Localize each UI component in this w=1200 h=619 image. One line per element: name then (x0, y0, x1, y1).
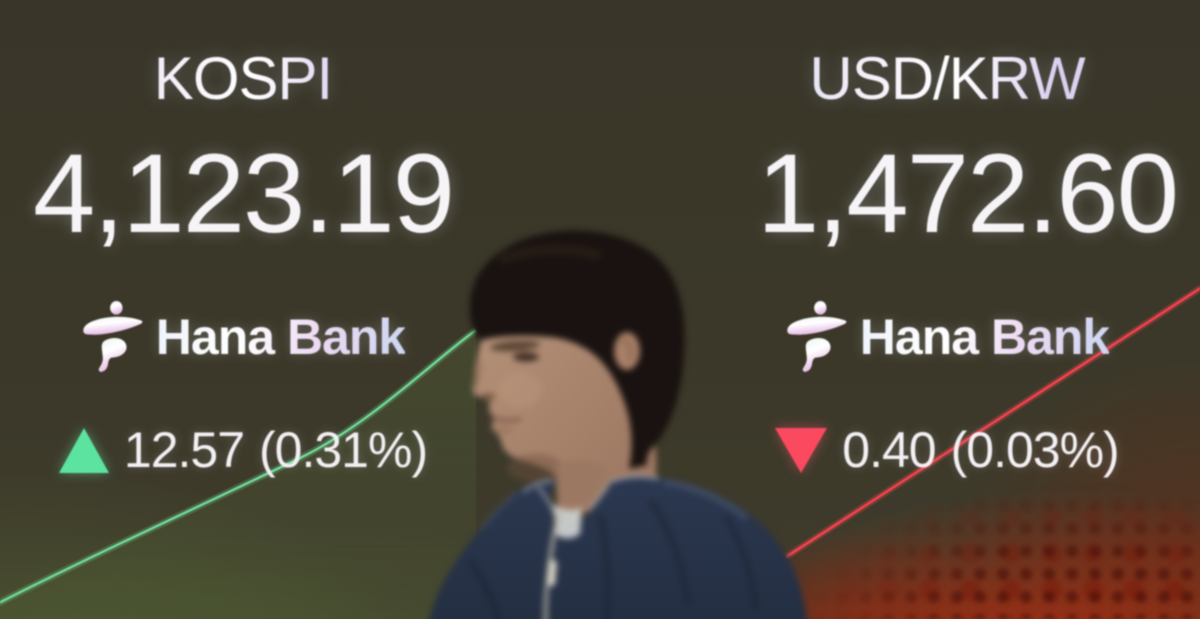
kospi-panel: KOSPI 4,123.19 Hana Bank 12.57 (0.31%) (23, 0, 463, 619)
eyebrow (490, 340, 540, 352)
mouth (490, 415, 522, 423)
kospi-trend-area (0, 330, 476, 619)
usdkrw-value: 1,472.60 (757, 131, 1179, 256)
person-silhouette (429, 230, 808, 619)
jacket (429, 475, 808, 619)
ear (614, 332, 640, 370)
kospi-label: KOSPI (23, 46, 463, 112)
hana-bank-wordmark: Hana Bank (859, 309, 1110, 365)
hair (469, 230, 685, 469)
eye (513, 352, 539, 362)
usdkrw-change: 0.40 (842, 422, 936, 478)
zipper-pull (548, 560, 557, 587)
led-halftone-texture (788, 428, 1200, 619)
usdkrw-change-row: 0.40 (0.03%) (717, 418, 1177, 482)
kospi-value: 4,123.19 (33, 131, 455, 256)
kospi-change-pct: (0.31%) (259, 422, 428, 478)
up-triangle-icon (58, 427, 109, 473)
neck (556, 460, 608, 505)
kospi-change: 12.57 (123, 422, 245, 478)
hana-bank-brand: Hana Bank (717, 297, 1177, 377)
usdkrw-label: USD/KRW (717, 46, 1177, 112)
down-triangle-icon (775, 427, 828, 473)
nose (473, 361, 484, 389)
usdkrw-panel: USD/KRW 1,472.60 Hana Bank 0.40 (0.03% (728, 0, 1188, 619)
shirt (553, 504, 582, 539)
hana-bank-logo-icon (83, 301, 143, 372)
usdkrw-change-pct: (0.03%) (950, 422, 1120, 478)
hana-bank-brand: Hana Bank (23, 297, 463, 377)
nostril (481, 393, 495, 401)
hana-bank-wordmark: Hana Bank (155, 309, 406, 365)
zipper (543, 512, 561, 619)
kospi-change-row: 12.57 (0.31%) (23, 418, 463, 482)
hana-bank-logo-icon (787, 301, 847, 372)
